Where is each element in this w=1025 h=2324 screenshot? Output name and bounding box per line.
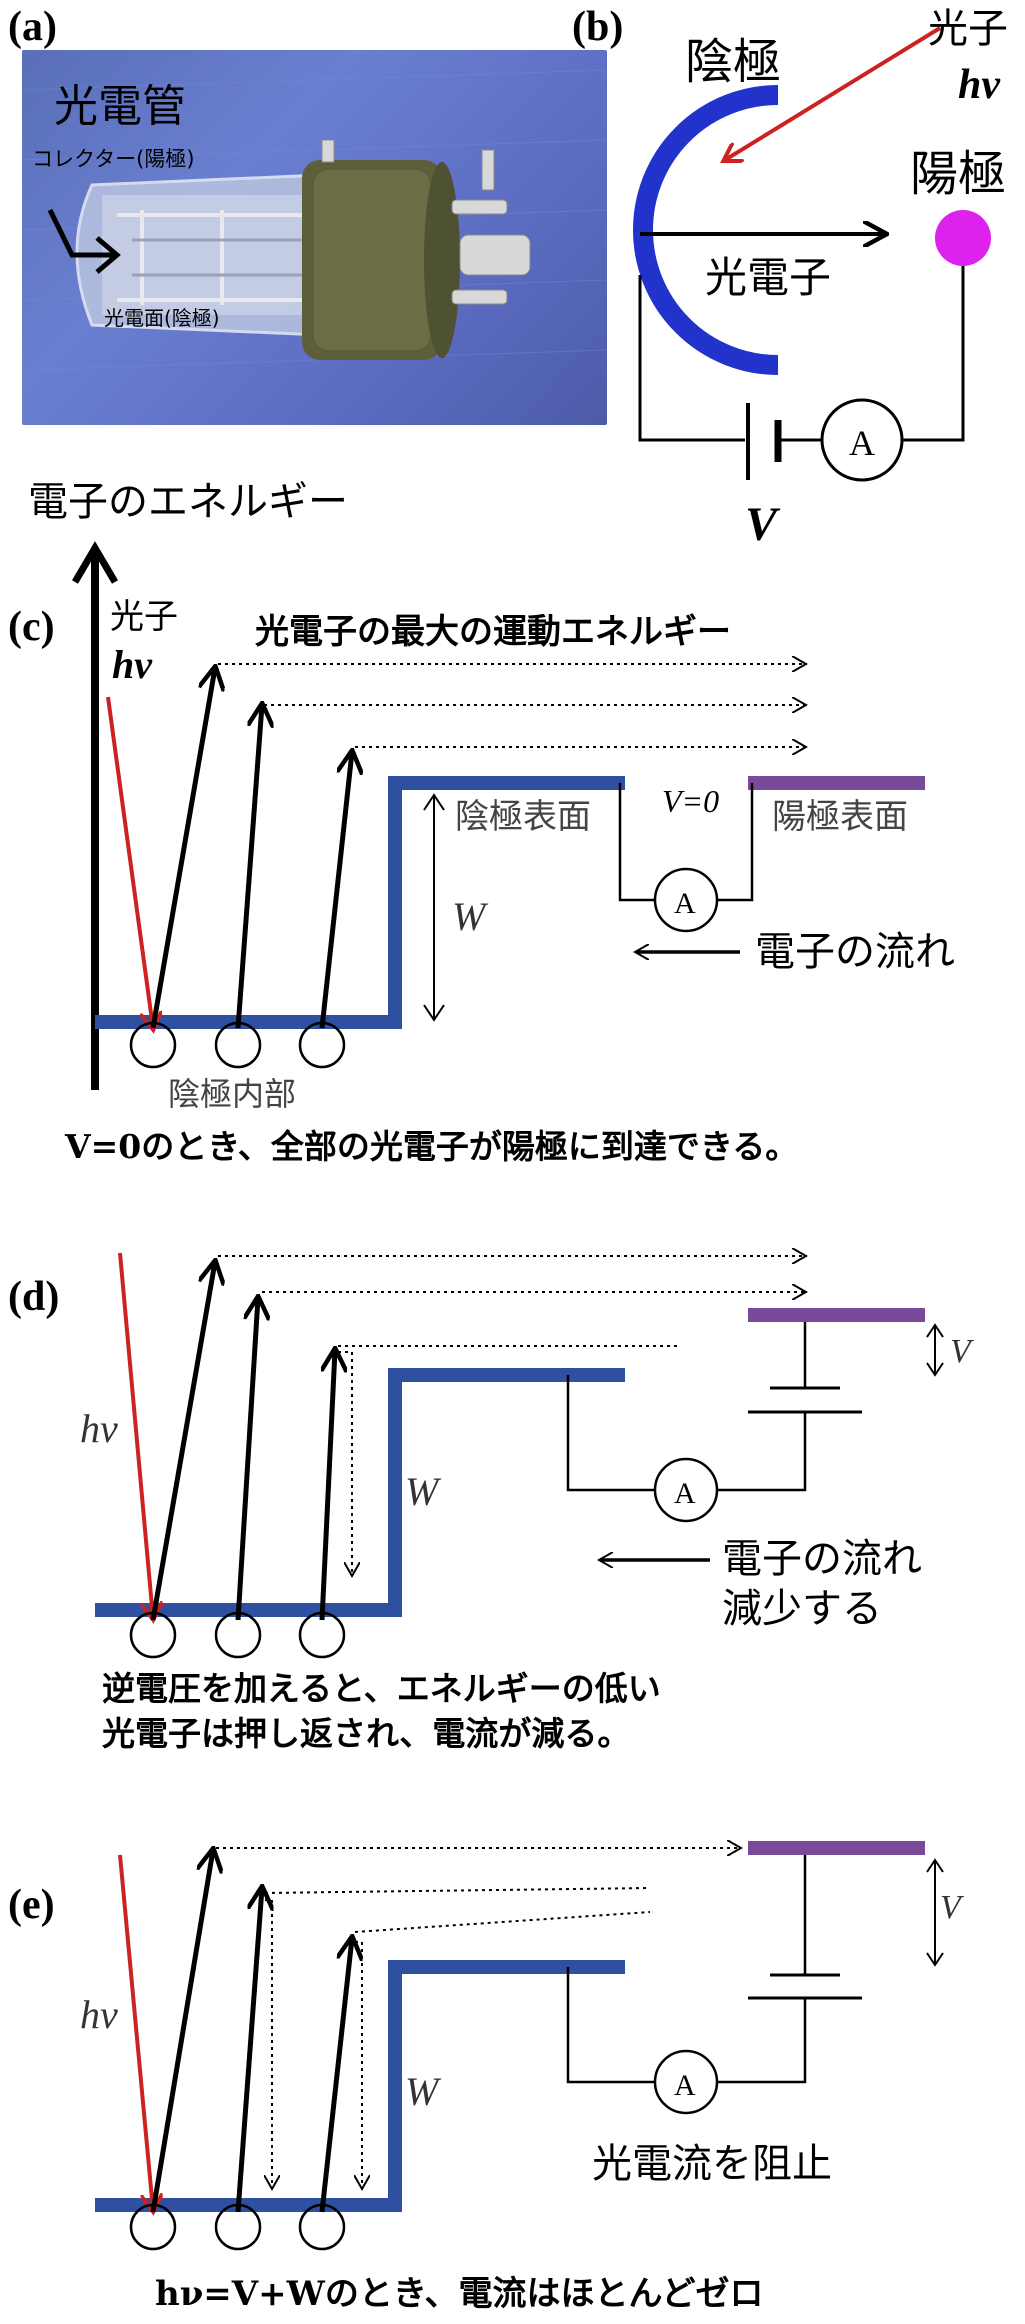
photon-word-c: 光子 — [110, 597, 178, 637]
voltage-label-d: V — [950, 1333, 975, 1370]
caption-d-line2: 光電子は押し返され、電流が減る。 — [102, 1714, 630, 1753]
caption-d-line1: 逆電圧を加えると、エネルギーの低い — [102, 1669, 661, 1708]
flow-label-d-line1: 電子の流れ — [722, 1536, 922, 1582]
circuit-b — [633, 26, 991, 482]
anode-surface-label: 陽極表面 — [772, 797, 908, 837]
photon-symbol-e: hν — [80, 1992, 118, 2037]
electron-arrow-c3 — [319, 752, 352, 1029]
photon-arrow-e — [118, 1854, 153, 2210]
ammeter-label-c: A — [674, 887, 696, 920]
cathode-label: 陰極 — [685, 34, 781, 90]
caption-c: V=0のとき、全部の光電子が陽極に到達できる。 — [64, 1127, 798, 1166]
diagram-d — [95, 1252, 944, 1659]
photon-symbol-c: hν — [112, 642, 153, 687]
panel-label-b: (b) — [572, 4, 623, 50]
voltage-label-e: V — [940, 1889, 965, 1926]
phototube-title: 光電管 — [54, 81, 186, 132]
ammeter-label-d: A — [674, 1477, 696, 1510]
energy-level-c — [95, 776, 625, 1029]
electron-flow-label-c: 電子の流れ — [755, 929, 955, 975]
cathode-arc — [633, 85, 779, 375]
blocked-label-e: 光電流を阻止 — [592, 2141, 832, 2187]
max-ke-label: 光電子の最大の運動エネルギー — [255, 612, 731, 652]
panel-label-e: (e) — [8, 1882, 55, 1928]
work-function-label-d: W — [405, 1469, 442, 1514]
panel-label-d: (d) — [8, 1274, 59, 1320]
electron-arrow-c2 — [235, 705, 262, 1029]
work-function-label-e: W — [405, 2069, 442, 2114]
diagram-c — [95, 664, 925, 1069]
photoelectron-label: 光電子 — [705, 253, 831, 302]
phototube-photo: 光電管 コレクター(陽極) 光電面(陰極) — [22, 50, 607, 425]
v-zero-label: V=0 — [662, 783, 719, 819]
panel-label-a: (a) — [8, 4, 57, 50]
voltage-label-b: V — [745, 498, 781, 551]
photon-arrow-c — [106, 696, 153, 1028]
flow-label-d-line2: 減少する — [722, 1586, 882, 1632]
ammeter-label-b: A — [849, 423, 875, 463]
photon-arrow-b — [725, 26, 942, 160]
caption-e: hν=V+Wのとき、電流はほとんどゼロ — [155, 2274, 763, 2314]
diagram-e — [95, 1848, 944, 2251]
photon-symbol-d: hν — [80, 1406, 118, 1451]
anode-label: 陽極 — [910, 146, 1006, 202]
collector-label: コレクター(陽極) — [32, 147, 195, 171]
energy-axis-label: 電子のエネルギー — [28, 479, 348, 525]
panel-label-c: (c) — [8, 604, 55, 650]
energy-axis-arrowhead — [71, 541, 119, 584]
photon-symbol-b: hν — [958, 62, 1001, 108]
ammeter-label-e: A — [674, 2069, 696, 2102]
cathode-surface-label: 陰極表面 — [455, 797, 591, 837]
work-function-label-c: W — [452, 894, 489, 939]
photocathode-label: 光電面(陰極) — [104, 306, 220, 330]
energy-level-d — [95, 1368, 625, 1617]
cathode-interior-label: 陰極内部 — [168, 1075, 296, 1113]
photon-word-b: 光子 — [928, 6, 1008, 52]
anode-ball — [935, 210, 991, 266]
electron-arrow-c1 — [150, 668, 215, 1029]
photon-arrow-d — [118, 1252, 153, 1618]
